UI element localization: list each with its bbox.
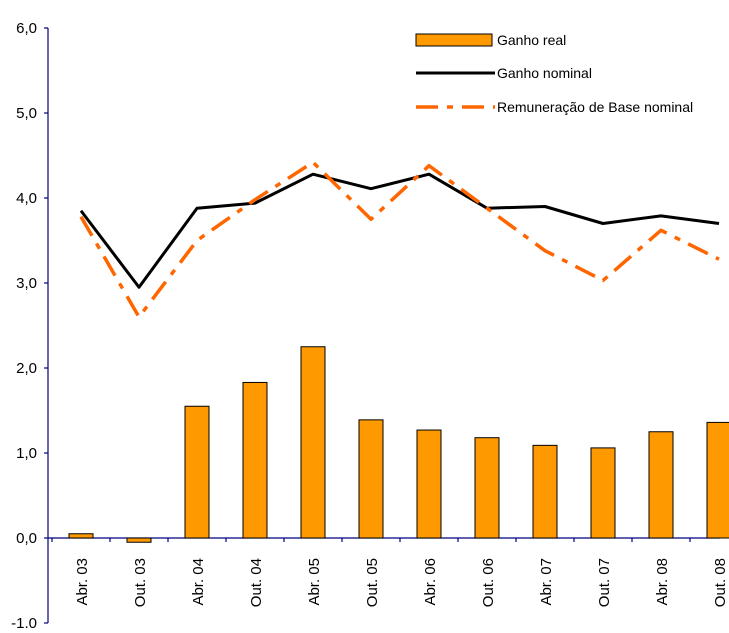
y-tick-label: 2,0 bbox=[16, 360, 37, 377]
y-tick-label: 4,0 bbox=[16, 190, 37, 207]
bar-ganho-real bbox=[242, 381, 268, 539]
bar-ganho-real bbox=[126, 537, 152, 543]
x-tick-label: Out. 07 bbox=[596, 558, 613, 607]
y-tick-label: 0,0 bbox=[16, 530, 37, 547]
x-tick-label: Abr. 08 bbox=[654, 558, 671, 606]
legend-label: Remuneração de Base nominal bbox=[497, 99, 693, 115]
bar-ganho-real bbox=[532, 444, 558, 539]
x-tick-label: Out. 05 bbox=[364, 558, 381, 607]
line-ganho-nominal bbox=[79, 172, 720, 289]
y-tick-label: -1,0 bbox=[11, 615, 37, 628]
bar-ganho-real bbox=[706, 421, 729, 539]
x-tick-label: Abr. 03 bbox=[74, 558, 91, 606]
bar-ganho-real bbox=[68, 533, 94, 539]
legend-label: Ganho real bbox=[497, 32, 566, 48]
bar-ganho-real bbox=[590, 447, 616, 539]
x-tick-label: Out. 06 bbox=[480, 558, 497, 607]
bar-series-ganho-real bbox=[68, 346, 729, 543]
line-remuneracao-base-nominal bbox=[79, 160, 720, 319]
y-tick-label: 3,0 bbox=[16, 275, 37, 292]
bar-ganho-real bbox=[358, 419, 384, 539]
x-tick-label: Abr. 07 bbox=[538, 558, 555, 606]
line-series bbox=[79, 160, 720, 319]
x-tick-label: Abr. 06 bbox=[422, 558, 439, 606]
bar-ganho-real bbox=[184, 405, 210, 539]
axes bbox=[44, 27, 720, 624]
x-tick-label: Abr. 05 bbox=[306, 558, 323, 606]
y-tick-label: 1,0 bbox=[16, 445, 37, 462]
bar-ganho-real bbox=[300, 346, 326, 539]
bar-ganho-real bbox=[474, 437, 500, 539]
legend-label: Ganho nominal bbox=[497, 65, 592, 81]
x-tick-label: Out. 08 bbox=[712, 558, 729, 607]
y-tick-label: 5,0 bbox=[16, 105, 37, 122]
y-tick-label: 6,0 bbox=[16, 20, 37, 37]
legend-swatch-ganho-real bbox=[415, 33, 493, 47]
bar-ganho-real bbox=[416, 429, 442, 539]
x-tick-label: Out. 03 bbox=[132, 558, 149, 607]
x-tick-label: Abr. 04 bbox=[190, 558, 207, 606]
bar-ganho-real bbox=[648, 431, 674, 539]
legend: Ganho real Ganho nominal Remuneração de Ba… bbox=[415, 32, 693, 115]
x-tick-label: Out. 04 bbox=[248, 558, 265, 607]
